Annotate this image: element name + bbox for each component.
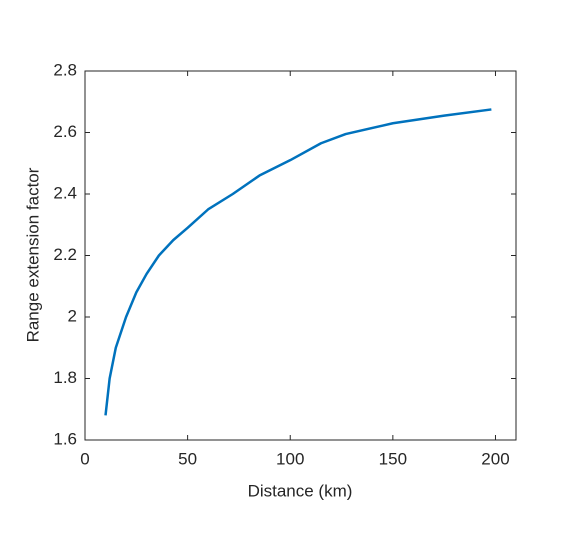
y-tick-label: 1.6 bbox=[53, 429, 77, 448]
x-tick-label: 0 bbox=[80, 449, 89, 468]
y-axis-label: Range extension factor bbox=[23, 167, 42, 342]
y-tick-label: 1.8 bbox=[53, 368, 77, 387]
y-tick-label: 2 bbox=[68, 306, 77, 325]
line-series bbox=[104, 108, 492, 416]
axes-box bbox=[84, 70, 517, 441]
y-tick-label: 2.2 bbox=[53, 245, 77, 264]
y-tick-label: 2.8 bbox=[53, 60, 77, 79]
y-tick-label: 2.4 bbox=[53, 183, 77, 202]
x-tick-label: 200 bbox=[481, 449, 509, 468]
x-tick-label: 50 bbox=[178, 449, 197, 468]
x-axis-label: Distance (km) bbox=[248, 481, 353, 500]
x-tick-label: 100 bbox=[276, 449, 304, 468]
x-tick-label: 150 bbox=[379, 449, 407, 468]
y-tick-label: 2.6 bbox=[53, 122, 77, 141]
